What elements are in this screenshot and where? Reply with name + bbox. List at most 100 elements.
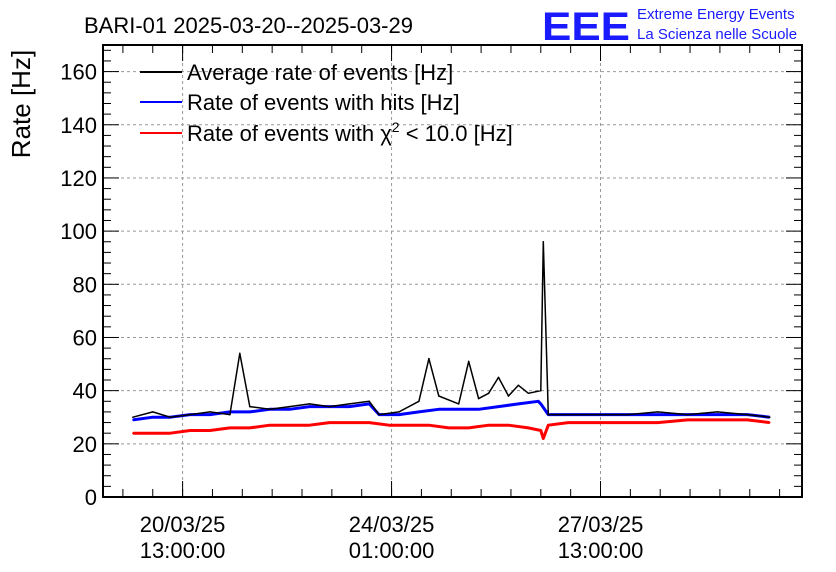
series-point-average [249,405,251,408]
series-point-chi2 [169,432,171,435]
series-point-chi2 [487,424,490,427]
series-point-average [768,416,771,419]
legend-label-chi2: Rate of events with χ2 < 10.0 [Hz] [187,119,513,146]
series-point-chi2 [507,424,510,427]
series-point-average [497,376,500,379]
series-point-average [567,413,569,416]
series-point-hits [288,408,291,411]
y-tick-label: 140 [60,113,97,138]
y-tick-label: 100 [60,219,97,244]
series-point-average [428,357,430,360]
y-tick-label: 40 [73,379,97,404]
eee-logo-letters: EEE [542,5,630,49]
series-point-hits [477,408,480,411]
x-tick-date: 24/03/25 [349,512,435,537]
series-point-average [542,241,545,243]
y-tick-label: 160 [60,60,97,85]
series-point-chi2 [597,421,599,424]
series-point-average [328,405,331,408]
series-point-chi2 [567,421,569,424]
legend-label-average: Average rate of events [Hz] [187,60,453,85]
series-point-average [398,411,400,413]
series-point-average [229,413,231,416]
series-point-average [686,413,689,416]
series-point-hits [249,411,251,413]
series-point-average [477,397,480,400]
series-point-chi2 [716,419,719,421]
series-point-average [716,411,719,413]
series-point-average [547,413,550,416]
x-tick-labels: 20/03/2513:00:0024/03/2501:00:0027/03/25… [140,512,644,563]
series-point-chi2 [308,424,311,427]
y-tick-label: 60 [73,325,97,350]
series-point-average [209,411,211,413]
series-point-chi2 [249,427,251,429]
series-point-average [378,413,380,416]
series-point-hits [132,419,134,421]
series-point-hits [537,400,540,403]
plot-frame [102,44,803,498]
series-point-average [656,411,659,413]
logo-line-2: La Scienza nelle Scuole [637,26,797,43]
y-tick-label: 120 [60,166,97,191]
y-tick-label: 20 [73,432,97,457]
series-point-average [169,416,171,419]
y-tick-label: 80 [73,272,97,297]
legend-label-hits: Rate of events with hits [Hz] [187,90,460,115]
series-point-chi2 [368,421,371,424]
x-tick-time: 13:00:00 [558,538,644,563]
series-line-chi2 [132,418,770,440]
series-point-chi2 [189,429,191,432]
series-point-average [418,400,420,403]
axis-ticks [103,45,802,498]
series-point-hits [656,413,659,416]
legend: Average rate of events [Hz] Rate of even… [140,60,513,146]
series-point-chi2 [768,421,771,424]
x-tick-date: 27/03/25 [558,512,644,537]
series-point-average [239,352,241,355]
series-point-chi2 [328,421,331,424]
y-axis-label: Rate [Hz] [6,50,36,158]
series-point-chi2 [542,437,545,440]
series-point-hits [398,413,400,416]
series-point-chi2 [527,427,530,429]
series-point-chi2 [408,424,410,427]
series-point-average [152,411,154,413]
series-line-average [132,241,770,418]
series-line-hits [132,399,770,422]
series-point-chi2 [348,421,351,424]
series-point-hits [457,408,460,411]
series-point-chi2 [288,424,291,427]
series-point-chi2 [152,432,154,435]
series-point-average [348,403,351,405]
series-point-chi2 [656,421,659,424]
series-point-average [627,413,629,416]
y-tick-label: 0 [85,485,97,510]
series-point-hits [438,408,440,411]
series-point-chi2 [467,427,470,429]
series-point-hits [308,405,311,408]
x-tick-time: 13:00:00 [140,538,226,563]
data-series [132,241,771,440]
series-point-average [487,392,490,395]
series-point-average [746,413,749,416]
series-point-chi2 [746,419,749,421]
series-point-average [457,403,460,405]
series-point-chi2 [448,427,450,429]
series-point-hits [368,403,371,405]
x-tick-time: 01:00:00 [349,538,435,563]
series-point-hits [418,411,420,413]
grid-lines [103,45,802,497]
series-point-average [438,395,440,397]
series-point-hits [152,416,154,419]
series-point-hits [540,403,542,405]
series-point-hits [517,403,520,405]
series-point-chi2 [229,427,231,429]
series-point-chi2 [388,424,390,427]
series-point-chi2 [268,424,271,427]
series-point-hits [348,405,351,408]
series-point-hits [716,413,719,416]
series-point-chi2 [540,429,542,432]
series-point-average [467,360,470,363]
